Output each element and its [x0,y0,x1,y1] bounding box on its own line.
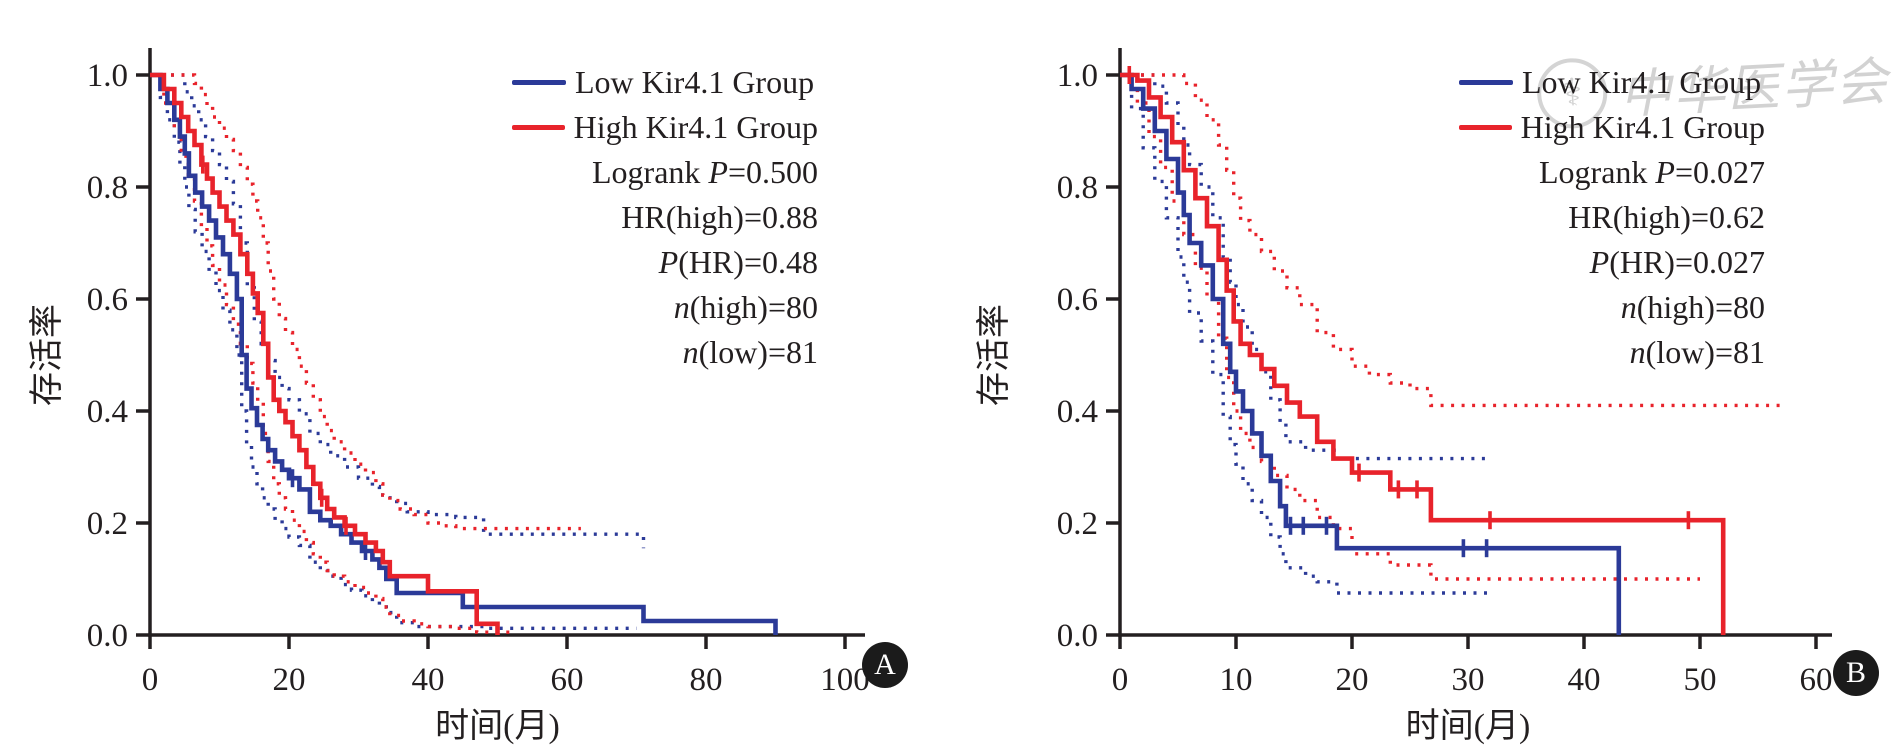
x-axis-label: 时间(月) [1406,708,1531,745]
x-tick-label: 20 [1336,662,1369,698]
stat-line: n(high)=80 [1620,289,1765,325]
ci-lower-low [1120,73,1492,595]
legend-line-swatch [512,125,565,130]
y-tick-label: 1.0 [1057,58,1098,94]
panel-a: 0 20 40 60 80 100 0.0 0.2 0.4 0.6 0.8 1.0 时间(月) 存活率 L… [28,48,908,745]
x-tick-label: 0 [1112,662,1129,698]
y-tick-label: 0.0 [87,618,128,654]
stat-line: n(low)=81 [1629,334,1765,370]
legend-label: High Kir4.1 Group [573,109,818,145]
legend-a: Low Kir4.1 Group High Kir4.1 Group Logrank… [512,60,818,375]
panel-a-badge: A [862,642,908,688]
legend-item: Low Kir4.1 Group [1459,60,1765,105]
legend-line-swatch [1459,80,1513,85]
y-tick-label: 0.6 [1057,282,1098,318]
legend-item: High Kir4.1 Group [1459,105,1765,150]
legend-line-swatch [512,80,566,85]
x-tick-label: 50 [1684,662,1717,698]
x-tick-label: 0 [142,662,159,698]
y-tick-label: 1.0 [87,58,128,94]
km-chart-a: 0 20 40 60 80 100 0.0 0.2 0.4 0.6 0.8 1.0 时间(月) 存活率 [28,48,870,745]
legend-item: High Kir4.1 Group [512,105,818,150]
y-tick-label: 0.6 [87,282,128,318]
x-tick-label: 40 [1568,662,1601,698]
legend-item: Low Kir4.1 Group [512,60,818,105]
km-curve-low [150,72,778,635]
stat-line: P(HR)=0.027 [1589,244,1765,280]
x-tick-label: 80 [690,662,723,698]
y-tick-label: 0.0 [1057,618,1098,654]
stat-line: HR(high)=0.62 [1568,199,1765,235]
panel-b: ⚕ 中华医学会 0 10 20 30 40 50 60 0.0 0.2 0.4 0.6 0.8 1.0 时… [947,0,1894,756]
stat-line: HR(high)=0.88 [621,199,818,235]
x-tick-label: 60 [551,662,584,698]
y-tick-label: 0.2 [1057,506,1098,542]
legend-label: High Kir4.1 Group [1520,109,1765,145]
y-tick-label: 0.2 [87,506,128,542]
y-tick-label: 0.4 [87,394,128,430]
legend-label: Low Kir4.1 Group [1522,64,1762,100]
y-axis-label: 存活率 [975,304,1013,406]
km-curve-high [1120,72,1726,635]
stat-line: n(low)=81 [682,334,818,370]
ci-lower-low [150,73,637,630]
legend-label: Low Kir4.1 Group [575,64,815,100]
x-tick-label: 100 [820,662,870,698]
x-axis-label: 时间(月) [435,708,560,745]
x-tick-label: 30 [1452,662,1485,698]
panel-b-badge: B [1833,650,1879,696]
x-tick-label: 10 [1220,662,1253,698]
x-tick-label: 60 [1800,662,1833,698]
legend-line-swatch [1459,125,1512,130]
stat-line: n(high)=80 [673,289,818,325]
ci-upper-low [1120,73,1492,461]
x-tick-label: 40 [412,662,445,698]
y-axis-label: 存活率 [28,304,66,406]
stat-line: Logrank P=0.027 [1539,154,1765,190]
y-tick-label: 0.8 [1057,170,1098,206]
stat-line: Logrank P=0.500 [592,154,818,190]
x-tick-label: 20 [273,662,306,698]
stat-line: P(HR)=0.48 [658,244,818,280]
km-chart-b: 0 10 20 30 40 50 60 0.0 0.2 0.4 0.6 0.8 1.0 时间(月) 存活率 [975,48,1833,745]
km-curve-low [1120,72,1622,635]
y-tick-label: 0.4 [1057,394,1098,430]
legend-b: Low Kir4.1 Group High Kir4.1 Group Logrank… [1459,60,1765,375]
y-tick-label: 0.8 [87,170,128,206]
ci-upper-high [150,73,581,531]
